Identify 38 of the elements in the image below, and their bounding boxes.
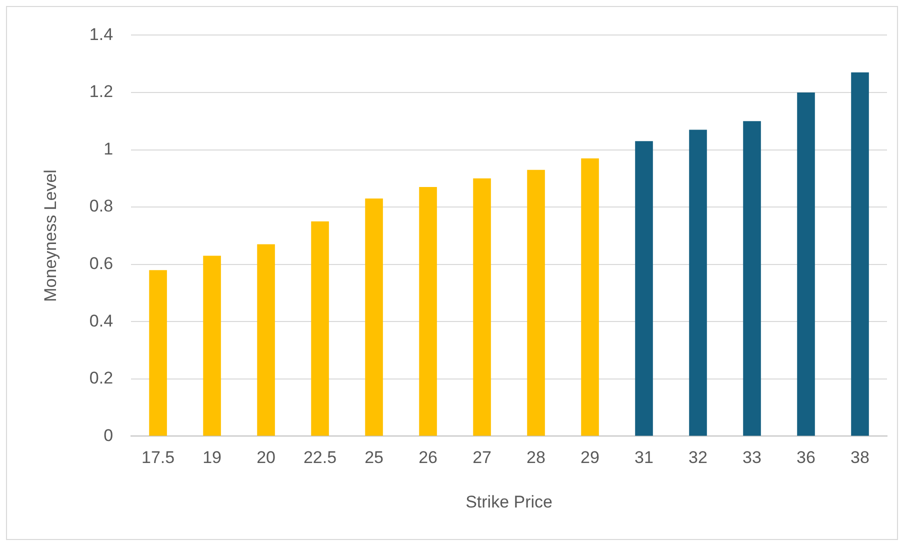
y-axis-title: Moneyness Level [40,170,60,302]
x-tick-label: 20 [256,448,276,468]
x-tick-label: 25 [364,448,384,468]
x-tick-label: 27 [472,448,492,468]
bar [365,198,383,436]
y-tick-label: 0 [104,426,114,445]
bar [473,178,491,436]
y-tick-label: 0.8 [89,196,114,216]
bar [311,221,329,436]
x-tick-label: 22.5 [303,448,337,468]
x-tick-label: 32 [688,448,708,468]
y-tick-label: 0.2 [89,368,114,388]
x-tick-label: 26 [418,448,438,468]
bar [851,72,869,436]
x-tick-label: 28 [526,448,546,468]
bar [581,158,599,436]
bar [743,121,761,436]
x-tick-label: 17.5 [141,448,175,468]
x-tick-label: 19 [202,448,222,468]
y-tick-label: 0.4 [89,311,114,330]
y-tick-label: 0.6 [89,254,114,274]
bar [149,270,167,436]
x-tick-label: 29 [580,448,600,468]
x-tick-label: 33 [742,448,762,468]
bar [419,187,437,436]
y-tick-label: 1 [104,139,114,158]
y-tick-label: 1.4 [89,24,114,44]
x-tick-label: 36 [796,448,816,468]
bar [527,170,545,436]
bar [635,141,653,436]
bar [797,92,815,436]
x-axis-title: Strike Price [466,492,552,512]
bar [203,256,221,436]
x-tick-label: 31 [634,448,654,468]
y-tick-label: 1.2 [89,82,114,102]
x-tick-label: 38 [850,448,870,468]
bar [689,130,707,436]
bar [257,244,275,436]
